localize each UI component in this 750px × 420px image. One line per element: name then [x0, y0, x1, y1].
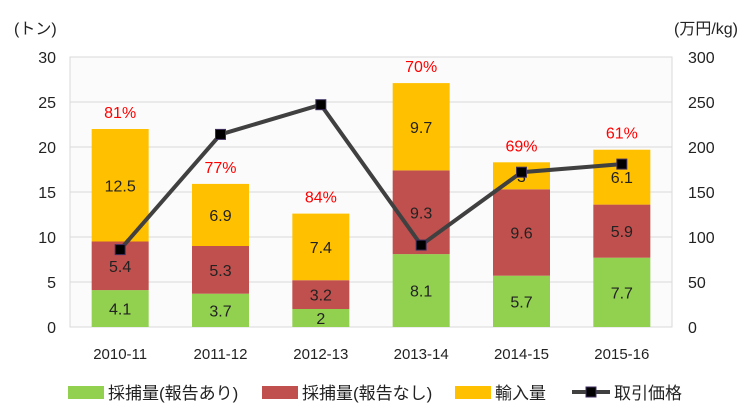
y2-tick-label: 50 [688, 275, 706, 292]
y2-tick-label: 0 [688, 320, 697, 337]
bar-segment [593, 204, 651, 258]
bar-segment [192, 246, 249, 294]
price-marker [516, 166, 527, 178]
y2-tick-label: 150 [688, 185, 715, 202]
bar-segment [91, 290, 149, 327]
data-label: 9.7 [410, 120, 432, 137]
y-axis-label: (トン) [14, 21, 57, 38]
percent-annotation: 81% [104, 105, 136, 122]
percent-annotation: 84% [305, 190, 337, 207]
bar-segment [292, 280, 350, 309]
data-label: 7.4 [310, 240, 332, 257]
price-line [118, 102, 622, 251]
x-tick-label: 2011-12 [194, 346, 248, 363]
y-tick-label: 20 [38, 140, 56, 157]
data-label: 8.1 [410, 284, 432, 301]
bar-segment [292, 309, 350, 327]
y-tick-label: 5 [47, 275, 56, 292]
x-tick-label: 2014-15 [494, 346, 549, 363]
price-marker [315, 99, 327, 111]
bar-segment [192, 183, 249, 246]
y2-tick-label: 100 [688, 230, 715, 247]
legend-label: 採捕量(報告あり) [108, 384, 238, 403]
percent-annotation: 69% [505, 138, 537, 155]
bar-segment [91, 129, 149, 242]
percent-annotation: 70% [405, 59, 437, 76]
x-tick-label: 2012-13 [293, 346, 348, 363]
data-label: 2 [316, 311, 325, 328]
data-label: 12.5 [105, 178, 136, 195]
y2-axis-label: (万円/kg) [674, 21, 738, 38]
percent-annotation: 77% [204, 160, 236, 177]
data-label: 6.9 [209, 208, 231, 225]
x-tick-label: 2010-11 [93, 346, 147, 363]
legend-swatch [455, 386, 491, 399]
y2-tick-label: 300 [688, 50, 715, 67]
bar-segment [292, 213, 350, 281]
bar-segment [593, 257, 651, 327]
bar-segment [392, 254, 450, 327]
bar-segment [493, 275, 550, 327]
data-label: 3.2 [310, 288, 332, 305]
data-label: 5.7 [510, 294, 532, 311]
price-marker [215, 128, 226, 140]
y-tick-label: 15 [38, 185, 56, 202]
bar-segment [192, 293, 249, 327]
data-label: 6.1 [611, 170, 633, 187]
y-tick-label: 25 [38, 95, 56, 112]
y2-tick-label: 250 [688, 95, 715, 112]
price-marker [114, 244, 126, 256]
data-label: 9.6 [510, 226, 532, 243]
legend-swatch [262, 386, 298, 399]
legend-swatch [68, 386, 104, 399]
x-tick-label: 2015-16 [594, 346, 649, 363]
y-tick-label: 0 [47, 320, 56, 337]
data-label: 5.4 [109, 259, 131, 276]
data-label: 5.3 [209, 263, 231, 280]
percent-annotation: 61% [606, 126, 638, 143]
price-marker [616, 158, 628, 170]
data-label: 9.3 [410, 205, 432, 222]
data-label: 7.7 [611, 285, 633, 302]
y-tick-label: 10 [38, 230, 56, 247]
bar-segment [493, 189, 550, 276]
data-label: 5.9 [611, 224, 633, 241]
data-label: 4.1 [109, 302, 131, 319]
y-tick-label: 30 [38, 50, 56, 67]
legend-marker-icon [585, 386, 597, 398]
price-marker [415, 239, 427, 251]
legend-label: 採捕量(報告なし) [302, 384, 432, 403]
bar-segment [392, 83, 450, 171]
legend-label: 輸入量 [495, 384, 546, 403]
x-tick-label: 2013-14 [394, 346, 449, 363]
y2-tick-label: 200 [688, 140, 715, 157]
data-label: 3.7 [209, 303, 231, 320]
legend-label: 取引価格 [614, 384, 682, 403]
